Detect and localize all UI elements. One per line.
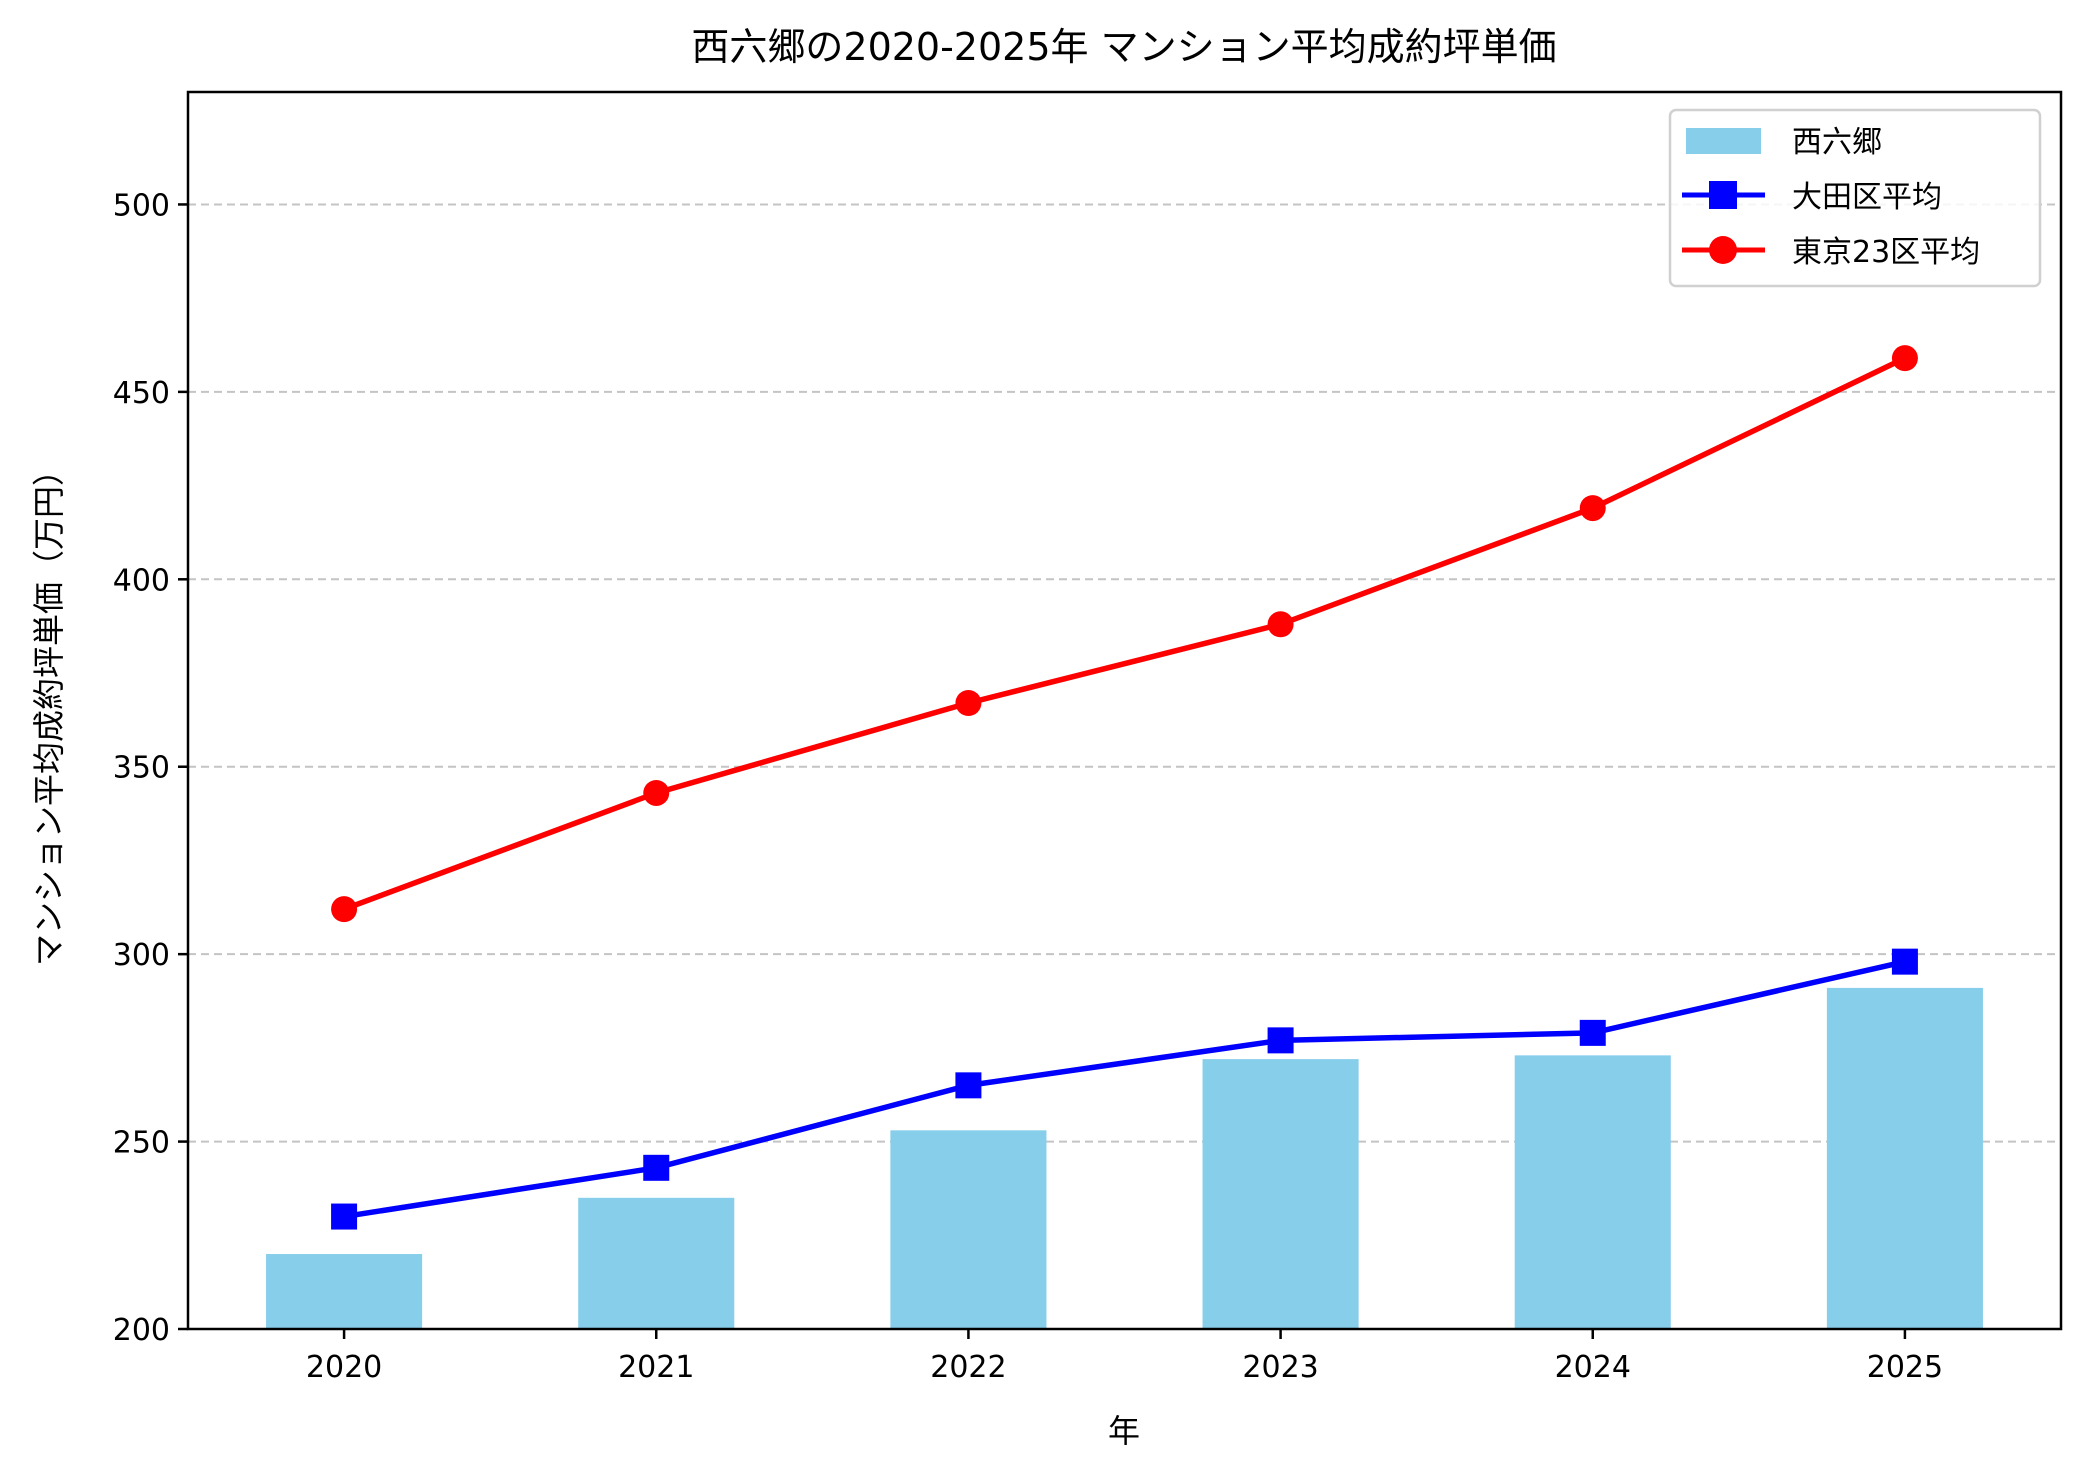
y-tick-label: 200 (113, 1313, 170, 1348)
series-line (343, 958, 1906, 1220)
data-point-circle (955, 690, 982, 717)
legend: 西六郷 大田区平均 東京23区平均 (1668, 108, 2042, 288)
data-point-square (1891, 948, 1918, 975)
data-point-circle (643, 779, 670, 806)
data-point-circle (1579, 495, 1606, 522)
data-point-circle (1267, 611, 1294, 638)
data-point-square (643, 1154, 670, 1181)
chart-title: 西六郷の2020-2025年 マンション平均成約坪単価 (691, 25, 1556, 69)
x-tick-label: 2022 (930, 1350, 1006, 1385)
legend-label: 西六郷 (1792, 125, 1882, 160)
data-point-circle (1891, 345, 1918, 372)
x-tick-label: 2025 (1867, 1350, 1943, 1385)
legend-label: 東京23区平均 (1792, 235, 1980, 270)
y-tick-label: 400 (113, 563, 170, 598)
y-tick-label: 450 (113, 376, 170, 411)
bar (890, 1130, 1047, 1329)
lines (331, 345, 1918, 1230)
y-axis: 200 250 300 350 400 450 500 (113, 188, 188, 1348)
legend-marker-circle (1709, 236, 1737, 264)
x-axis: 2020 2021 2022 2023 2024 2025 (306, 1329, 1943, 1385)
data-point-square (1579, 1019, 1606, 1046)
x-tick-label: 2024 (1555, 1350, 1631, 1385)
bar (1826, 987, 1983, 1329)
bars (266, 987, 1983, 1329)
data-point-square (331, 1203, 358, 1230)
y-tick-label: 350 (113, 751, 170, 786)
x-tick-label: 2020 (306, 1350, 382, 1385)
plot-frame (186, 90, 2063, 1331)
data-point-square (955, 1072, 982, 1099)
legend-marker-square (1709, 181, 1737, 209)
legend-frame (1668, 108, 2042, 288)
y-axis-label: マンション平均成約坪単価（万円） (30, 454, 68, 966)
x-tick-label: 2023 (1242, 1350, 1318, 1385)
bar (578, 1197, 735, 1329)
data-point-square (1267, 1027, 1294, 1054)
x-axis-label: 年 (1108, 1412, 1140, 1450)
bar (266, 1254, 423, 1329)
legend-label: 大田区平均 (1792, 180, 1942, 215)
y-tick-label: 300 (113, 938, 170, 973)
bar (1202, 1059, 1359, 1329)
y-tick-label: 500 (113, 188, 170, 223)
y-tick-label: 250 (113, 1126, 170, 1161)
series-line (343, 355, 1907, 912)
bar (1514, 1055, 1671, 1329)
x-tick-label: 2021 (618, 1350, 694, 1385)
legend-swatch-bar (1686, 128, 1761, 154)
data-point-circle (331, 896, 358, 923)
grid (188, 203, 2061, 1143)
